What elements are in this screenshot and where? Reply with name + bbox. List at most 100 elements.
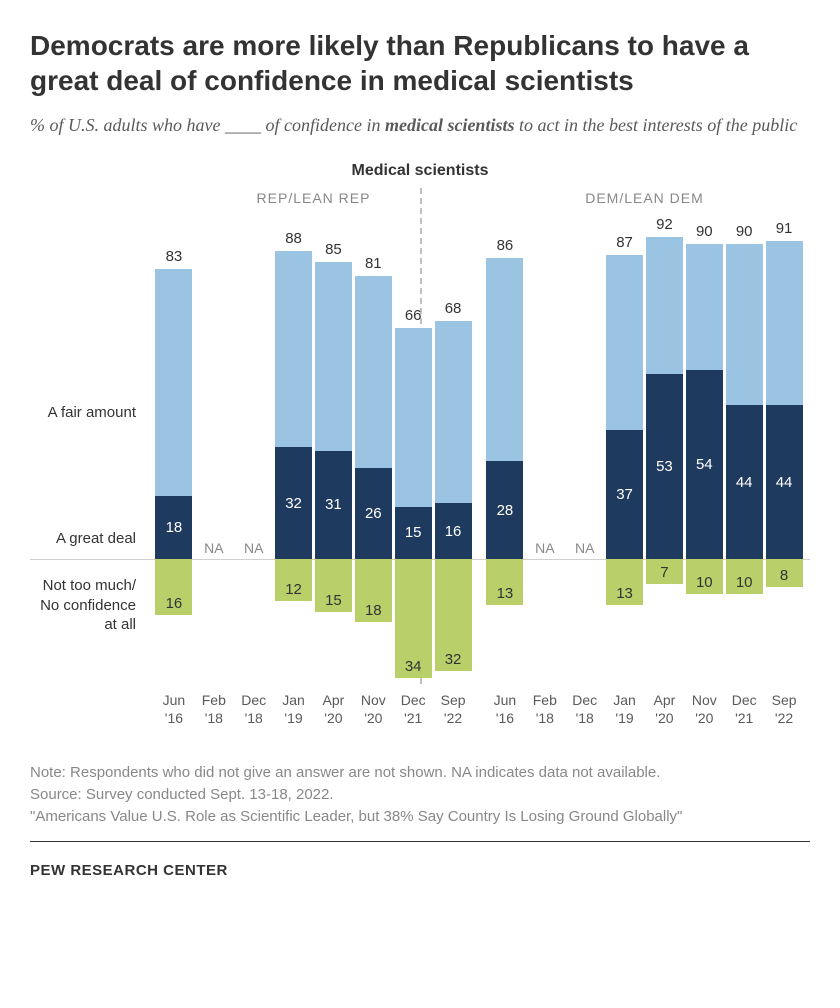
footer: PEW RESEARCH CENTER xyxy=(30,862,810,879)
bar-none-seg: 10 xyxy=(686,559,723,594)
group-dem-label: DEM/LEAN DEM xyxy=(479,190,810,214)
bar-stack: 4490 xyxy=(726,244,763,559)
bar-column: 378713 Jan'19 xyxy=(606,214,643,744)
bar-column: 328812Jan'19 xyxy=(275,214,312,744)
chart-area: Medical scientists REP/LEAN REP DEM/LEAN… xyxy=(30,162,810,744)
ylabel-none-l2: No confidence xyxy=(40,597,136,614)
subtitle-suffix: to act in the best interests of the publ… xyxy=(514,115,797,135)
bar-fair-amount xyxy=(766,241,803,406)
bar-total-label: 90 xyxy=(696,223,713,240)
bar-none-seg: 10 xyxy=(726,559,763,594)
bar-great-deal: 44 xyxy=(766,405,803,559)
bar-column: NADec'18 xyxy=(235,214,272,744)
x-axis-label: Jun'16 xyxy=(494,692,517,727)
bar-total-label: 66 xyxy=(405,307,422,324)
bar-none-seg: 15 xyxy=(315,559,352,612)
bar-stack: 1566 xyxy=(395,328,432,559)
bar-stack: 3787 xyxy=(606,255,643,560)
bar-column: 268118Nov'20 xyxy=(355,214,392,744)
chart-header: Medical scientists xyxy=(30,162,810,180)
bar-total-label: 90 xyxy=(736,223,753,240)
bar-great-deal: 53 xyxy=(646,374,683,560)
na-label: NA xyxy=(244,540,263,556)
ylabel-none: Not too much/ No confidence at all xyxy=(40,576,136,635)
bar-stack: 2886 xyxy=(486,258,523,559)
bar-none: 8 xyxy=(766,559,803,587)
bar-column: 318515Apr'20 xyxy=(315,214,352,744)
bar-great-deal: 16 xyxy=(435,503,472,559)
bar-none-seg: 32 xyxy=(435,559,472,671)
bar-total-label: 85 xyxy=(325,241,342,258)
bar-none: 13 xyxy=(486,559,523,605)
ylabel-great: A great deal xyxy=(56,530,136,547)
bar-fair-amount xyxy=(486,258,523,461)
x-axis-label: Sep'22 xyxy=(441,692,466,727)
bar-fair-amount xyxy=(646,237,683,374)
bar-stack: 3288 xyxy=(275,251,312,559)
x-axis-label: Feb'18 xyxy=(533,692,557,727)
bar-great-deal: 37 xyxy=(606,430,643,560)
bar-none-seg: 16 xyxy=(155,559,192,615)
bar-none-seg: 7 xyxy=(646,559,683,584)
bar-fair-amount xyxy=(435,321,472,503)
subtitle-blank: ____ xyxy=(225,115,261,135)
bar-total-label: 88 xyxy=(285,230,302,247)
na-label: NA xyxy=(575,540,594,556)
bar-column: 18 83 16 Jun'16 xyxy=(155,214,192,744)
bar-stack: 3185 xyxy=(315,262,352,560)
page-title: Democrats are more likely than Republica… xyxy=(30,28,810,98)
separator xyxy=(30,841,810,842)
bar-total-label: 68 xyxy=(445,300,462,317)
bar-stack: 4491 xyxy=(766,241,803,560)
bar-fair-amount xyxy=(395,328,432,507)
bar-great-deal: 26 xyxy=(355,468,392,559)
x-axis-label: Jan'19 xyxy=(613,692,636,727)
bar-stack: 5392 xyxy=(646,237,683,559)
ylabel-fair: A fair amount xyxy=(48,404,136,421)
bar-column: 54 90 10 Nov'20 xyxy=(686,214,723,744)
bar-fair-amount xyxy=(355,276,392,469)
bar-great-deal: 44 xyxy=(726,405,763,559)
bar-column: NA Dec'18 xyxy=(566,214,603,744)
bar-none: 10 xyxy=(726,559,763,594)
chart-body: A fair amount A great deal Not too much/… xyxy=(30,214,810,744)
bar-none: 15 xyxy=(315,559,352,612)
bar-none-seg: 18 xyxy=(355,559,392,622)
x-axis-label: Nov'20 xyxy=(361,692,386,727)
bar-none: 10 xyxy=(686,559,723,594)
x-axis-label: Dec'21 xyxy=(401,692,426,727)
bar-column: 449010Dec'21 xyxy=(726,214,763,744)
bar-great-deal: 54 xyxy=(686,370,723,559)
bar-none: 13 xyxy=(606,559,643,605)
bar-great-deal: 31 xyxy=(315,451,352,560)
bar-great-deal: 28 xyxy=(486,461,523,559)
bar-total-label: 92 xyxy=(656,216,673,233)
x-axis-label: Jan'19 xyxy=(282,692,305,727)
bar-none-seg: 12 xyxy=(275,559,312,601)
x-axis-label: Nov'20 xyxy=(692,692,717,727)
bar-fair-amount xyxy=(606,255,643,430)
notes: Note: Respondents who did not give an an… xyxy=(30,762,810,827)
ylabel-none-l3: at all xyxy=(104,616,136,633)
bar-none-seg: 13 xyxy=(606,559,643,605)
x-axis-label: Dec'18 xyxy=(572,692,597,727)
x-axis-label: Dec'21 xyxy=(732,692,757,727)
bar-total-label: 83 xyxy=(166,248,183,265)
na-label: NA xyxy=(204,540,223,556)
bar-great-deal: 18 xyxy=(155,496,192,559)
bar-column: NAFeb'18 xyxy=(526,214,563,744)
bar-fair-amount xyxy=(315,262,352,451)
bar-great-deal: 32 xyxy=(275,447,312,559)
bar-stack: 2681 xyxy=(355,276,392,560)
bar-none: 18 xyxy=(355,559,392,622)
bar-total-label: 86 xyxy=(497,237,514,254)
bar-none-seg: 8 xyxy=(766,559,803,587)
x-axis-label: Jun'16 xyxy=(163,692,186,727)
panel-dem: 288613Jun'16NAFeb'18NADec'18378713Jan'19… xyxy=(479,214,810,744)
bar-total-label: 81 xyxy=(365,255,382,272)
bar-column: 288613Jun'16 xyxy=(486,214,523,744)
x-axis-label: Apr'20 xyxy=(323,692,345,727)
note-2: Source: Survey conducted Sept. 13-18, 20… xyxy=(30,784,810,806)
bar-total-label: 91 xyxy=(776,220,793,237)
spacer xyxy=(30,190,148,214)
